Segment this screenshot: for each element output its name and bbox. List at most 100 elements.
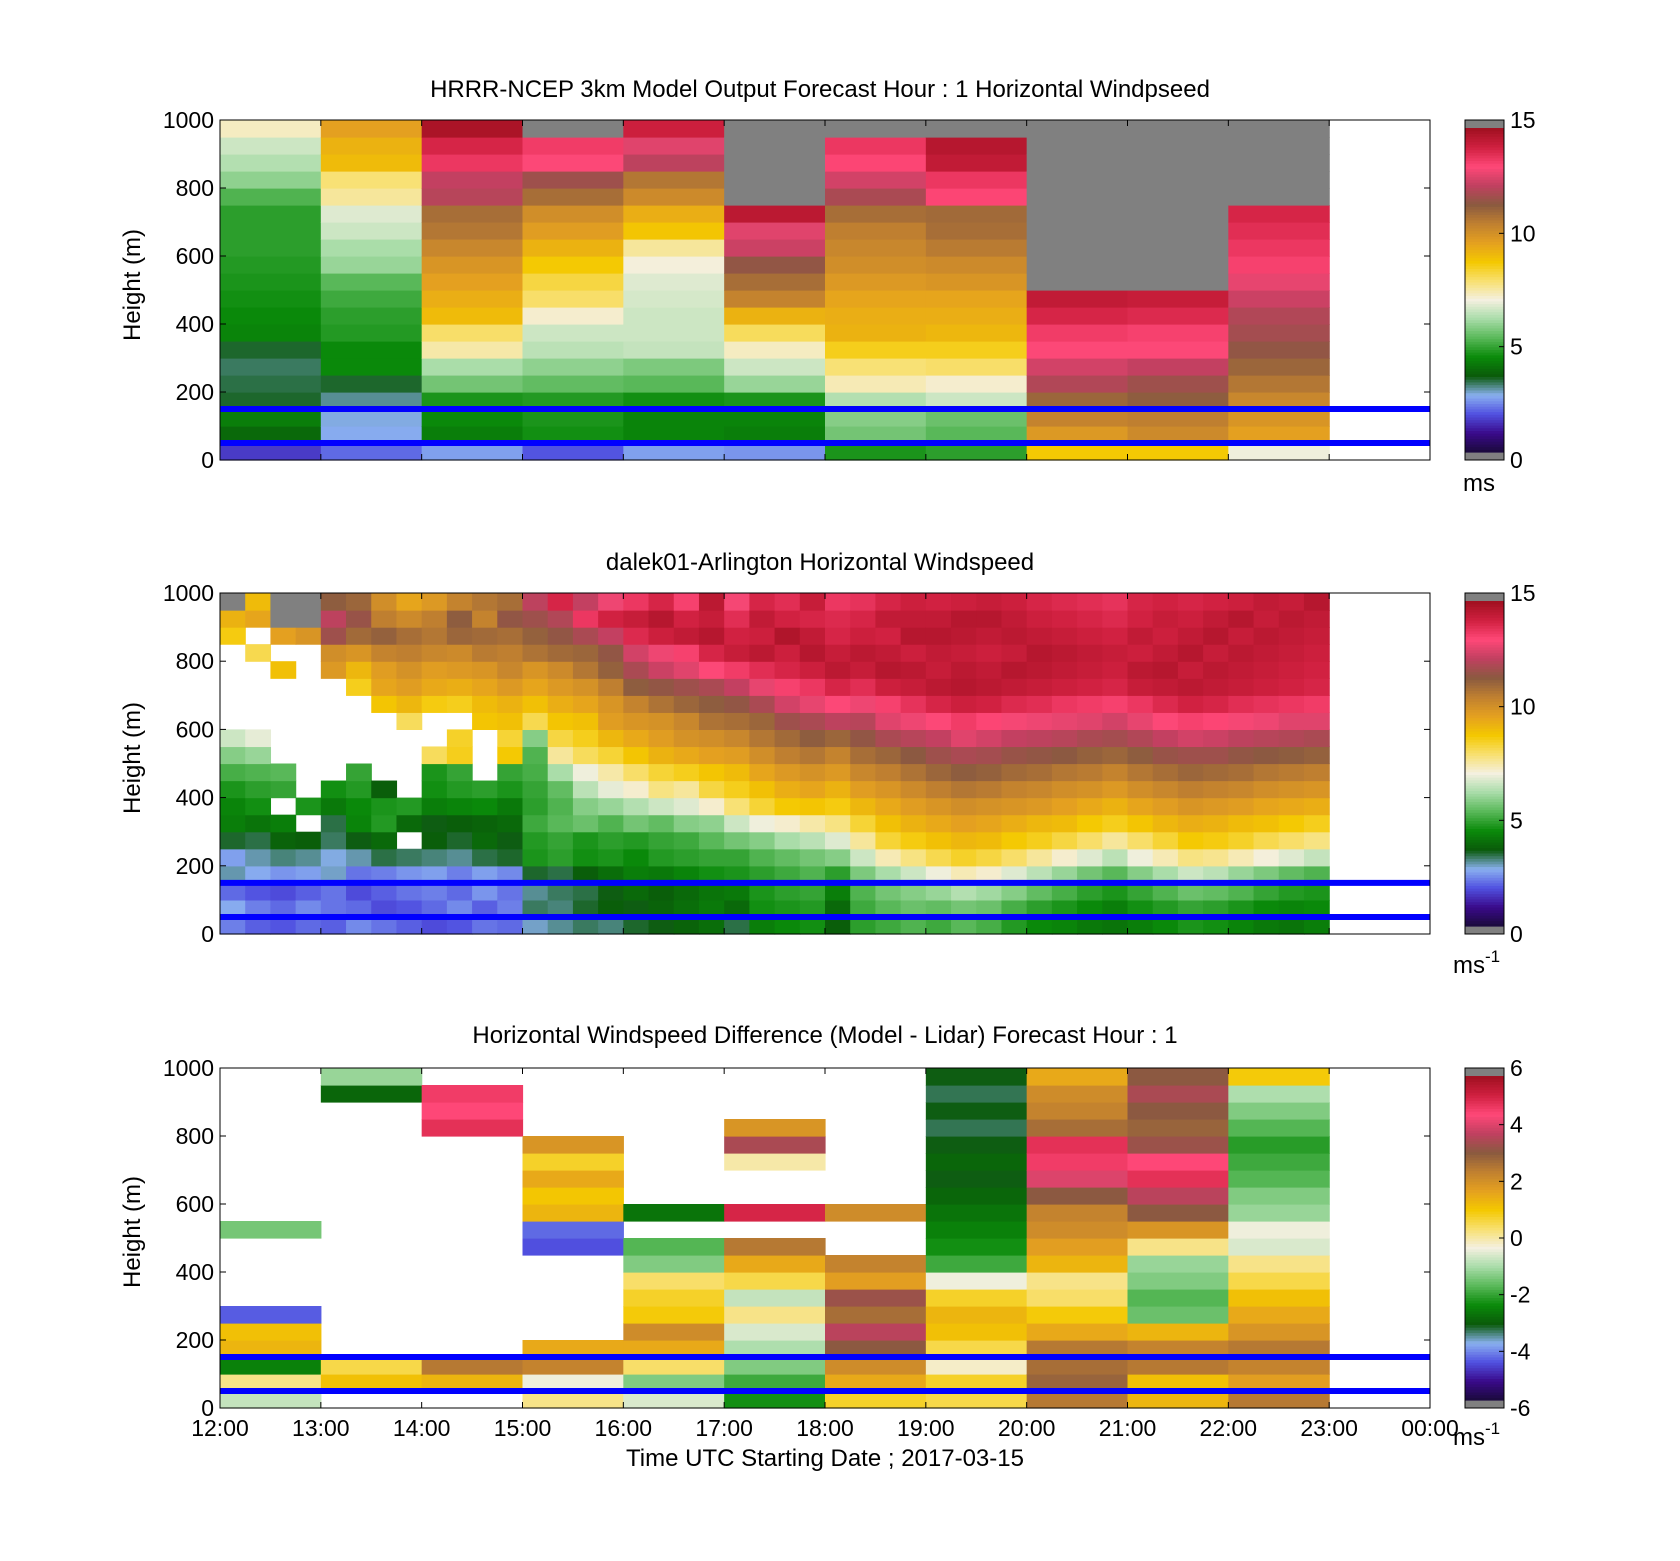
heatmap-cell (1026, 746, 1053, 765)
heatmap-cell (1203, 712, 1229, 730)
heatmap-cell (698, 678, 725, 696)
colorbar-swatch (1465, 1327, 1504, 1331)
heatmap-cell (724, 290, 826, 308)
heatmap-cell (673, 882, 700, 901)
heatmap-cell (825, 239, 927, 257)
heatmap-cell (951, 746, 977, 765)
colorbar-swatch (1465, 1200, 1504, 1204)
heatmap-cell (396, 899, 423, 918)
colorbar-swatch (1465, 311, 1504, 315)
heatmap-cell (724, 627, 750, 645)
heatmap-cell (1203, 848, 1229, 867)
heatmap-cell (925, 712, 952, 730)
heatmap-cell (825, 763, 851, 782)
heatmap-cell (522, 814, 549, 833)
colorbar-swatch (1465, 774, 1504, 778)
heatmap-cell (446, 610, 473, 628)
heatmap-cell (270, 831, 297, 850)
colorbar-swatch (1465, 909, 1504, 914)
heatmap-cell (1026, 239, 1129, 257)
heatmap-cell (1127, 256, 1229, 274)
heatmap-cell (320, 409, 423, 427)
y-tick-label: 1000 (163, 580, 214, 606)
heatmap-cell (673, 831, 700, 850)
heatmap-cell (220, 729, 246, 748)
heatmap-cell (724, 1306, 826, 1324)
colorbar-swatch (1465, 1127, 1504, 1131)
colorbar-swatch (1465, 641, 1504, 645)
heatmap-cell (825, 1357, 927, 1375)
heatmap-cell (825, 899, 851, 918)
y-tick-label: 200 (176, 1327, 214, 1353)
heatmap-cell (673, 848, 700, 867)
colorbar-swatch (1465, 747, 1504, 751)
heatmap-cell (1026, 899, 1053, 918)
heatmap-cell (572, 865, 599, 884)
heatmap-cell (320, 256, 423, 274)
colorbar-swatch (1465, 376, 1504, 380)
heatmap-cell (421, 797, 448, 816)
heatmap-cell (825, 154, 927, 172)
heatmap-cell (875, 593, 902, 611)
colorbar-cap (1465, 452, 1504, 460)
heatmap-cell (220, 1374, 322, 1392)
heatmap-cell (648, 627, 675, 645)
colorbar-swatch (1465, 1294, 1504, 1298)
colorbar-swatch (1465, 279, 1504, 283)
heatmap-cell (572, 627, 599, 645)
heatmap-cell (724, 1272, 826, 1290)
colorbar-swatch (1465, 1351, 1504, 1355)
colorbar-swatch (1465, 1278, 1504, 1282)
heatmap-cell (623, 1323, 725, 1341)
colorbar-swatch (1465, 749, 1504, 754)
heatmap-cell (1203, 831, 1229, 850)
heatmap-cell (1077, 780, 1103, 799)
heatmap-cell (1152, 899, 1179, 918)
colorbar-swatch (1465, 844, 1504, 849)
axes-frame (219, 592, 1431, 935)
colorbar-swatch (1465, 298, 1504, 302)
heatmap-cell (648, 593, 675, 611)
heatmap-cell (925, 1153, 1028, 1171)
heatmap-cell (1127, 154, 1229, 172)
heatmap-cell (850, 916, 877, 935)
heatmap-cell (295, 627, 322, 645)
heatmap-cell (497, 797, 524, 816)
heatmap-cell (749, 678, 776, 696)
heatmap-cell (1001, 661, 1028, 679)
heatmap-cell (371, 627, 398, 645)
colorbar-unit-base: ms (1453, 952, 1485, 979)
heatmap-cell (825, 443, 927, 461)
colorbar-swatch (1465, 1092, 1504, 1096)
heatmap-cell (673, 712, 700, 730)
heatmap-cell (850, 712, 877, 730)
heatmap-cell (522, 780, 549, 799)
colorbar-swatch (1465, 1240, 1504, 1244)
heatmap-cell (270, 848, 297, 867)
heatmap-cell (522, 1136, 624, 1154)
heatmap-cell (421, 239, 524, 257)
heatmap-cell (1253, 865, 1280, 884)
heatmap-cell (421, 1102, 524, 1120)
colorbar-swatch (1465, 1289, 1504, 1293)
heatmap-cell (320, 780, 347, 799)
colorbar-swatch (1465, 1324, 1504, 1328)
heatmap-cell (1127, 1153, 1229, 1171)
colorbar-swatch (1465, 128, 1504, 132)
heatmap-cell (925, 205, 1028, 223)
heatmap-cell (799, 882, 826, 901)
heatmap-cell (220, 290, 322, 308)
heatmap-cell (598, 593, 624, 611)
heatmap-cell (472, 797, 498, 816)
heatmap-cell (825, 341, 927, 359)
heatmap-cell (1077, 695, 1103, 713)
heatmap-cell (1127, 746, 1154, 765)
heatmap-cell (1228, 1272, 1330, 1290)
heatmap-cell (825, 1374, 927, 1392)
heatmap-cell (270, 899, 297, 918)
heatmap-cell (623, 695, 650, 713)
colorbar-swatch (1465, 763, 1504, 767)
heatmap-cell (1278, 814, 1305, 833)
reference-lines (220, 406, 1430, 446)
